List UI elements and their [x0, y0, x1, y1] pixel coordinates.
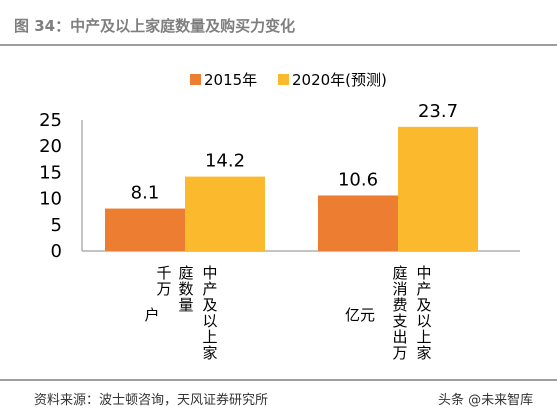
category-label-char: 量 — [178, 296, 193, 314]
category-label-char: 庭 — [392, 264, 407, 282]
category-label-char: 及 — [416, 296, 431, 314]
category-label-char: 万 — [392, 344, 407, 362]
footer-divider — [0, 379, 557, 381]
y-tick-label: 20 — [39, 136, 62, 157]
category-label-char: 费 — [392, 296, 407, 314]
bars — [105, 126, 478, 251]
category-label-char: 消 — [392, 280, 407, 298]
category-label-char: 家 — [202, 344, 217, 362]
category-label-char: 以 — [416, 312, 431, 330]
legend-swatch — [278, 74, 289, 85]
category-label-char: 以 — [202, 312, 217, 330]
data-label: 23.7 — [418, 101, 458, 122]
y-tick-label: 10 — [39, 189, 62, 210]
category-label-char: 产 — [416, 280, 431, 298]
legend: 2015年 2020年(预测) — [190, 71, 387, 89]
y-tick-label: 5 — [51, 215, 62, 236]
title-divider — [0, 44, 557, 46]
category-label-char: 庭 — [178, 264, 193, 282]
legend-label: 2020年(预测) — [292, 71, 387, 89]
category-unit-label: 亿元 — [345, 306, 375, 324]
bar — [105, 208, 185, 251]
category-label-char: 上 — [202, 328, 217, 346]
category-label-char: 中 — [202, 264, 217, 282]
category-unit-label: 户 — [144, 306, 159, 324]
legend-swatch — [190, 74, 201, 85]
watermark: 头条 @未来智库 — [438, 393, 534, 408]
category-label-char: 支 — [392, 312, 407, 330]
y-tick-label: 25 — [39, 110, 62, 131]
legend-label: 2015年 — [204, 71, 257, 89]
data-labels: 8.1 14.2 10.6 23.7 — [131, 101, 458, 204]
y-tick-label: 0 — [51, 241, 62, 262]
category-label-char: 产 — [202, 280, 217, 298]
chart-title: 图 34：中产及以上家庭数量及购买力变化 — [14, 17, 296, 35]
category-label-char: 上 — [416, 328, 431, 346]
category-label-char: 及 — [202, 296, 217, 314]
source-note: 资料来源：波士顿咨询，天风证券研究所 — [34, 393, 269, 408]
category-label-char: 中 — [416, 264, 431, 282]
bar — [318, 195, 398, 251]
bar — [398, 126, 478, 251]
y-tick-label: 15 — [39, 162, 62, 183]
data-label: 10.6 — [338, 169, 378, 190]
data-label: 8.1 — [131, 183, 160, 204]
category-label-char: 出 — [392, 328, 407, 346]
category-label-char: 数 — [178, 280, 193, 298]
category-label-char: 家 — [416, 344, 431, 362]
category-label-char: 万 — [156, 280, 171, 298]
data-label: 14.2 — [205, 151, 245, 172]
category-label-char: 千 — [156, 264, 171, 282]
bar — [185, 176, 265, 251]
